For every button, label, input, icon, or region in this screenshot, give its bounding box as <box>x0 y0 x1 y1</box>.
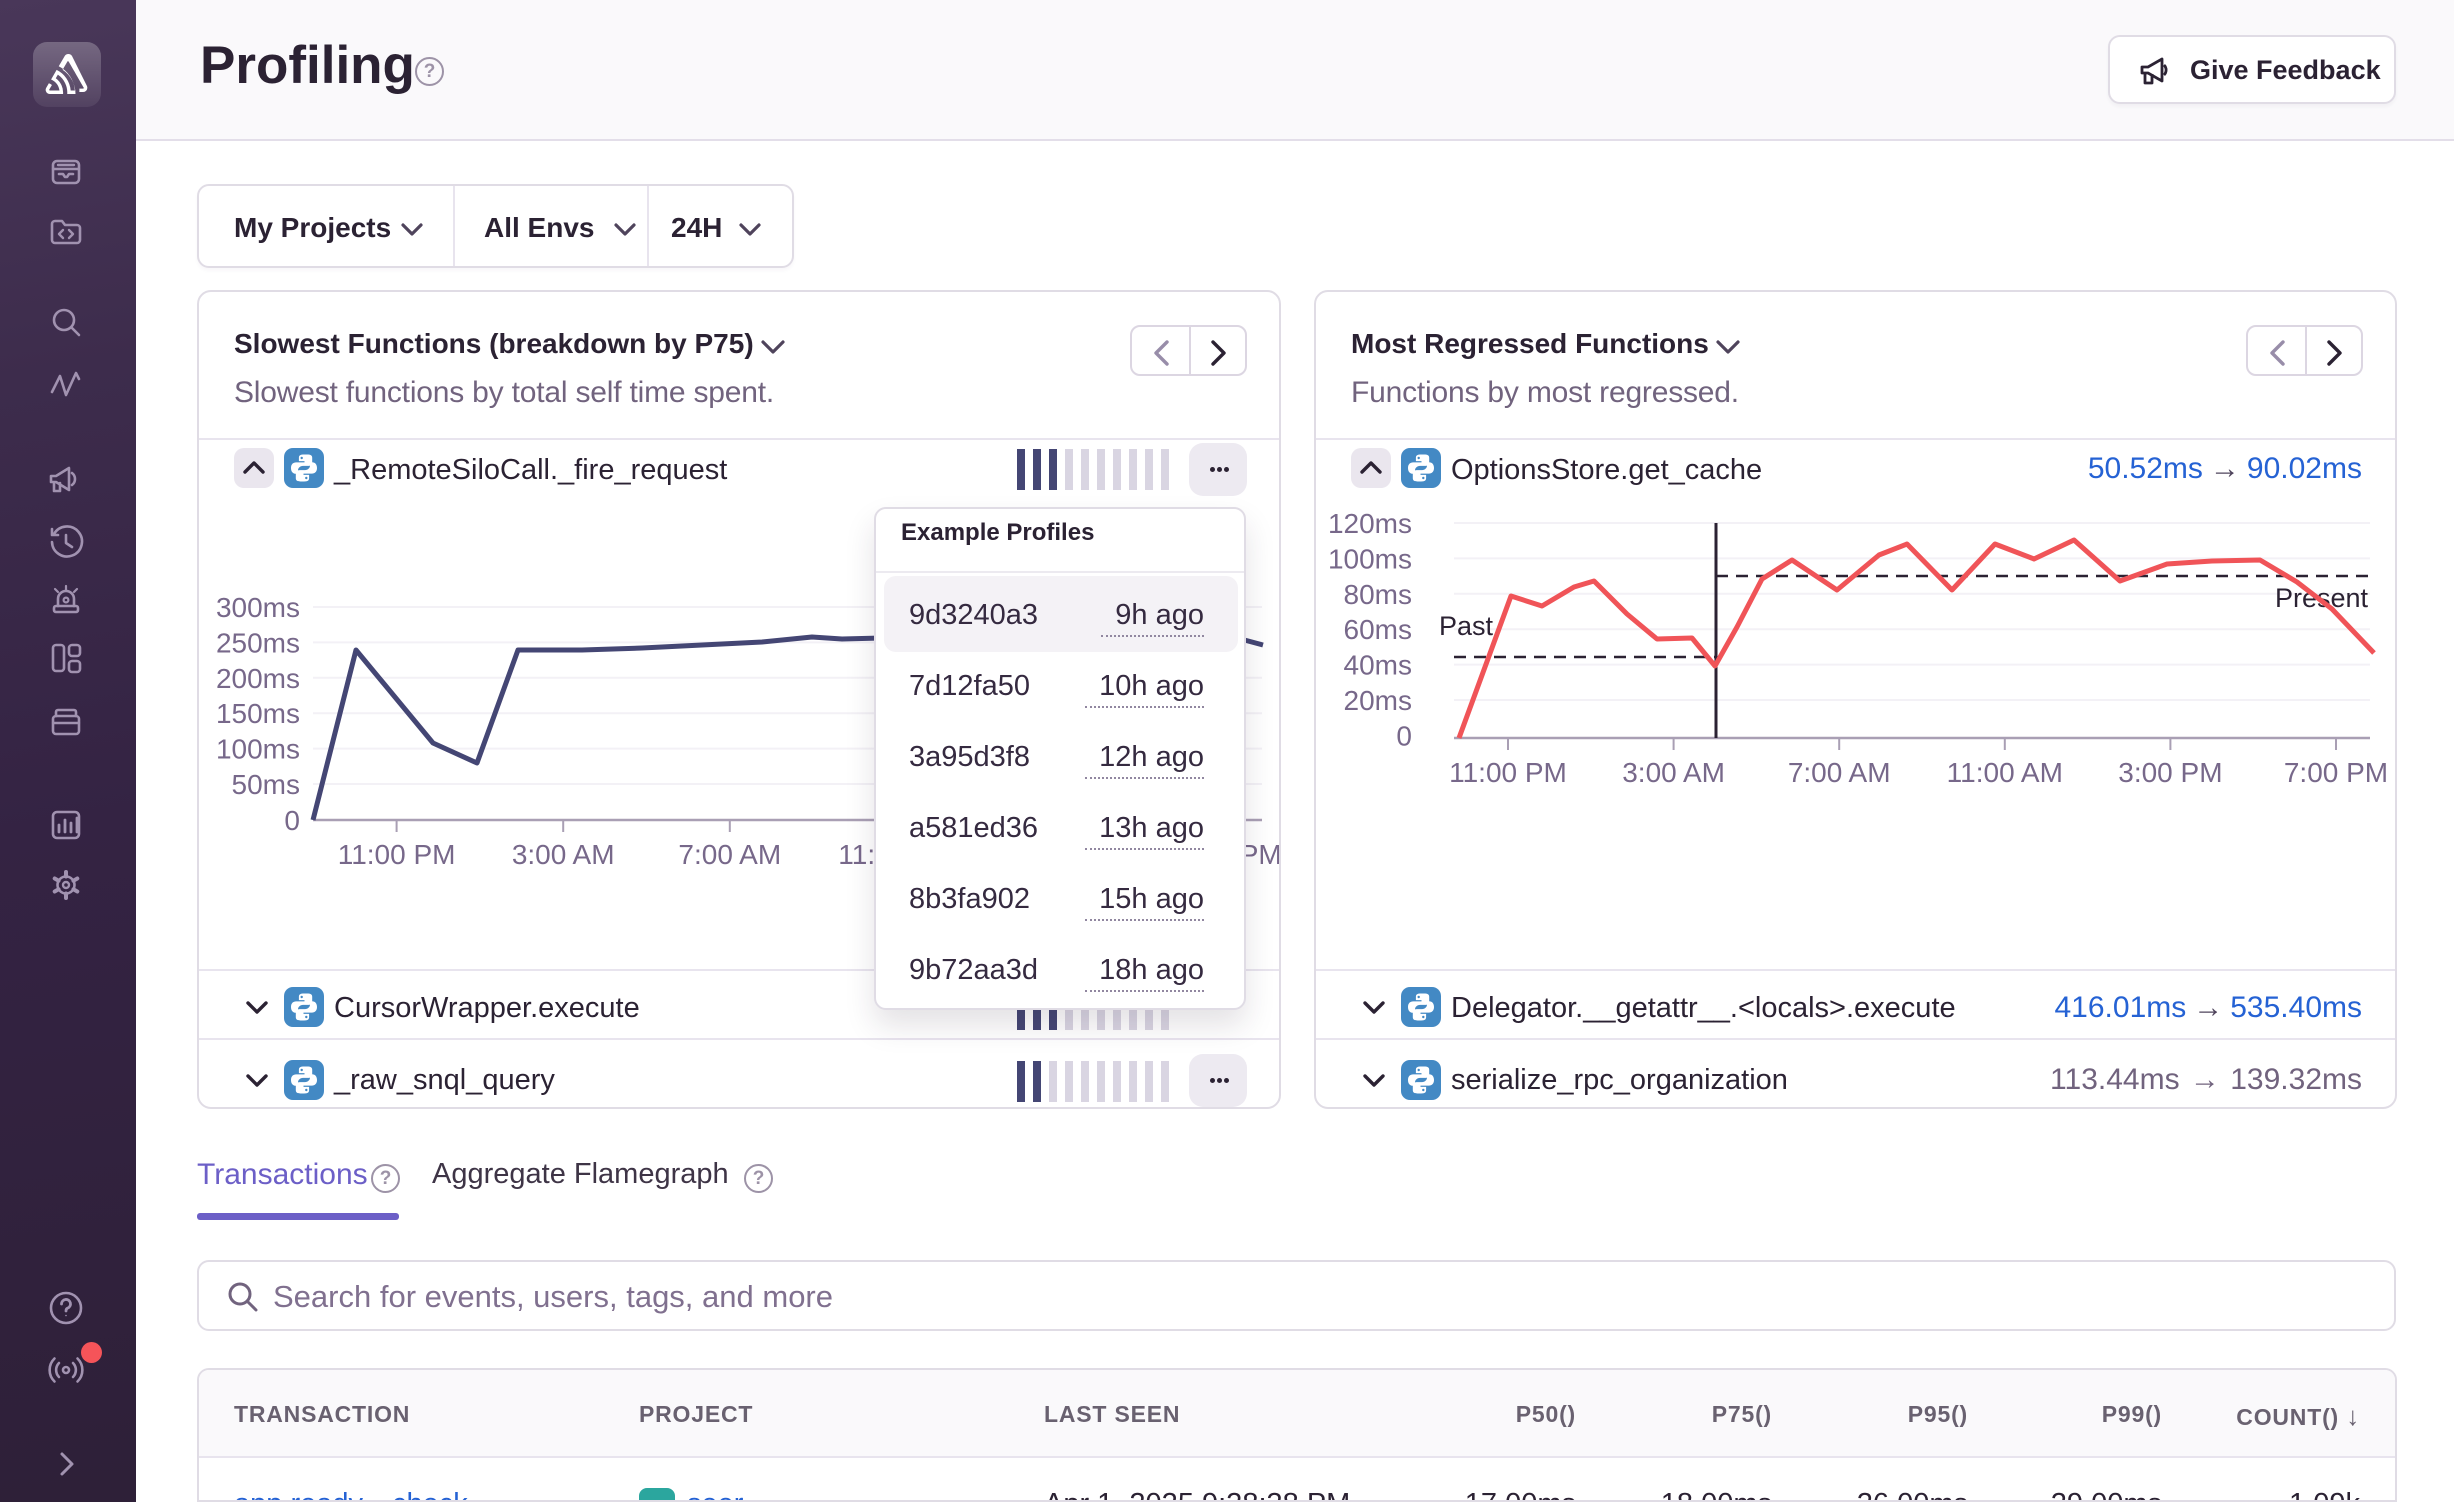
svg-text:50ms: 50ms <box>232 769 300 800</box>
svg-text:80ms: 80ms <box>1344 579 1412 610</box>
svg-text:150ms: 150ms <box>216 698 300 729</box>
svg-text:7:00 AM: 7:00 AM <box>1788 757 1891 788</box>
svg-text:3:00 AM: 3:00 AM <box>1622 757 1725 788</box>
svg-text:300ms: 300ms <box>216 592 300 623</box>
svg-text:250ms: 250ms <box>216 627 300 658</box>
svg-text:11:00 PM: 11:00 PM <box>1449 757 1567 788</box>
svg-text:0: 0 <box>284 805 300 836</box>
svg-text:60ms: 60ms <box>1344 614 1412 645</box>
svg-text:120ms: 120ms <box>1328 508 1412 539</box>
svg-text:20ms: 20ms <box>1344 685 1412 716</box>
svg-text:3:00 AM: 3:00 AM <box>512 839 615 870</box>
svg-text:0: 0 <box>1396 720 1412 751</box>
svg-text:11:00 AM: 11:00 AM <box>1947 757 2063 788</box>
svg-text:40ms: 40ms <box>1344 650 1412 681</box>
svg-text:7:00 PM: 7:00 PM <box>2284 757 2388 788</box>
svg-text:100ms: 100ms <box>1328 543 1412 574</box>
svg-text:3:00 PM: 3:00 PM <box>2118 757 2222 788</box>
svg-text:Past: Past <box>1439 611 1494 641</box>
svg-text:11:00 PM: 11:00 PM <box>338 839 456 870</box>
svg-text:200ms: 200ms <box>216 663 300 694</box>
svg-text:7:00 AM: 7:00 AM <box>678 839 781 870</box>
svg-text:100ms: 100ms <box>216 734 300 765</box>
